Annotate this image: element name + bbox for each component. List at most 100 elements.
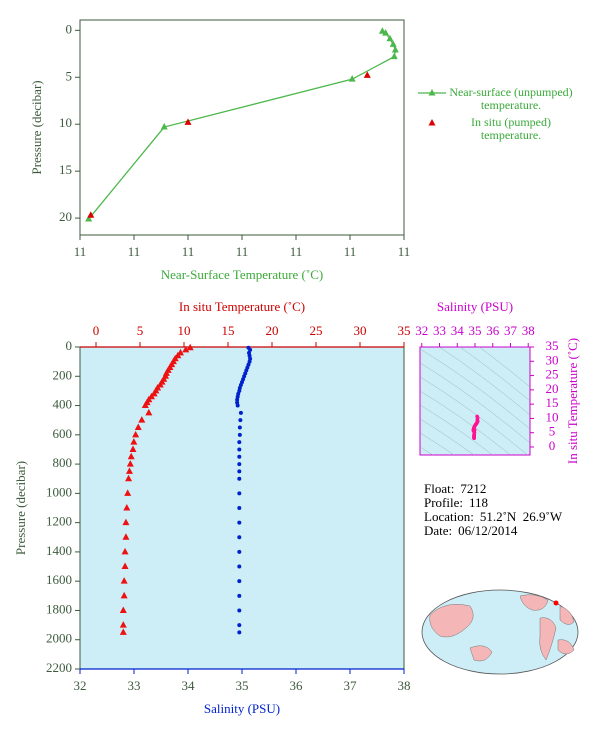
y-tick-label: 30 [546, 352, 559, 367]
info-value: 51.2˚N 26.9˚W [479, 509, 563, 524]
temperature-point [122, 533, 130, 540]
y-tick-label: 25 [546, 367, 559, 382]
temperature-point [119, 606, 127, 613]
temperature-point [145, 408, 153, 416]
temperature-point [134, 423, 142, 430]
salinity-point [238, 418, 243, 423]
salinity-point [237, 469, 242, 474]
x2-tick-label: 30 [354, 323, 367, 338]
x-tick-label: 37 [344, 678, 358, 693]
data-point [391, 46, 399, 53]
x2-tick-label: 15 [222, 323, 235, 338]
x-tick-label: 11 [236, 244, 249, 259]
temperature-point [121, 562, 129, 570]
x-tick-label: 11 [290, 244, 303, 259]
x-tick-label: 33 [433, 323, 446, 338]
y-axis-label: Pressure (decibar) [13, 461, 28, 555]
info-label: Profile: [424, 495, 463, 510]
data-point [389, 40, 397, 47]
temperature-point [119, 621, 127, 628]
info-row: Date: 06/12/2014 [424, 523, 517, 539]
temperature-point [125, 474, 133, 482]
y-tick-label: 400 [53, 397, 73, 412]
x-tick-label: 33 [128, 678, 141, 693]
x-tick-label: 11 [74, 244, 87, 259]
x-tick-label: 11 [344, 244, 357, 259]
salinity-point [237, 506, 242, 510]
x-tick-label: 11 [182, 244, 195, 259]
legend-label: Near-surface (unpumped) temperature. [449, 85, 573, 112]
x-tick-label: 36 [486, 323, 500, 338]
legend-marker [428, 89, 436, 96]
x2-tick-label: 25 [310, 323, 323, 338]
y-tick-label: 10 [546, 409, 559, 424]
temperature-point [119, 628, 127, 635]
salinity-point [237, 476, 242, 481]
salinity-point [237, 491, 242, 496]
info-row: Float: 7212 [424, 481, 486, 497]
x2-axis-label: In situ Temperature (˚C) [179, 299, 305, 314]
info-label: Float: [424, 481, 455, 496]
temperature-point [122, 518, 130, 526]
temperature-point [126, 460, 134, 467]
world-map [421, 589, 579, 675]
y-tick-label: 15 [546, 395, 559, 410]
salinity-point [237, 440, 242, 445]
x-axis-label: Salinity (PSU) [437, 299, 513, 314]
temperature-point [130, 438, 138, 445]
x-tick-label: 34 [182, 678, 196, 693]
temperature-point [138, 416, 146, 423]
salinity-point [237, 454, 242, 459]
salinity-point [235, 397, 240, 402]
salinity-point [237, 432, 242, 437]
info-row: Location: 51.2˚N 26.9˚W [424, 509, 562, 525]
salinity-point [237, 462, 242, 467]
temperature-point [124, 489, 132, 496]
temperature-point [120, 577, 128, 584]
x-axis-label: Salinity (PSU) [204, 701, 280, 716]
y-tick-label: 1800 [46, 601, 72, 616]
salinity-point [237, 520, 242, 525]
info-value: 118 [469, 495, 489, 510]
x-tick-label: 11 [398, 244, 411, 259]
y-tick-label: 15 [59, 162, 72, 177]
data-point [382, 29, 390, 36]
y-tick-label: 2000 [46, 631, 72, 646]
density-contour [420, 362, 530, 444]
ts-point [472, 436, 476, 440]
info-row: Profile: 118 [424, 495, 488, 511]
salinity-point [237, 564, 242, 569]
y-tick-label: 2200 [46, 660, 72, 675]
data-point [390, 52, 398, 60]
y-tick-label: 1000 [46, 484, 72, 499]
x2-tick-label: 10 [178, 323, 191, 338]
density-contour [420, 446, 434, 455]
temperature-point [132, 430, 140, 438]
salinity-point [237, 549, 242, 554]
data-point [85, 215, 93, 222]
x-tick-label: 32 [415, 323, 428, 338]
density-contour [438, 347, 530, 416]
salinity-point [235, 403, 240, 408]
info-label: Date: [424, 523, 453, 538]
density-contour [478, 347, 530, 388]
y-tick-label: 1400 [46, 543, 72, 558]
salinity-point [237, 623, 242, 628]
temperature-point [125, 467, 133, 474]
density-contour [420, 376, 528, 455]
y-axis-label: In situ Temperature (˚C) [565, 338, 580, 464]
y-tick-label: 10 [59, 115, 72, 130]
x2-tick-label: 0 [93, 323, 100, 338]
temperature-point [120, 591, 128, 599]
x-tick-label: 36 [290, 678, 304, 693]
y-tick-label: 5 [549, 424, 556, 439]
y-tick-label: 5 [66, 68, 73, 83]
x-tick-label: 11 [128, 244, 141, 259]
y-tick-label: 200 [53, 367, 73, 382]
temperature-point [186, 343, 194, 351]
y-tick-label: 0 [66, 21, 73, 36]
temperature-point [121, 547, 129, 555]
data-point [160, 123, 168, 130]
